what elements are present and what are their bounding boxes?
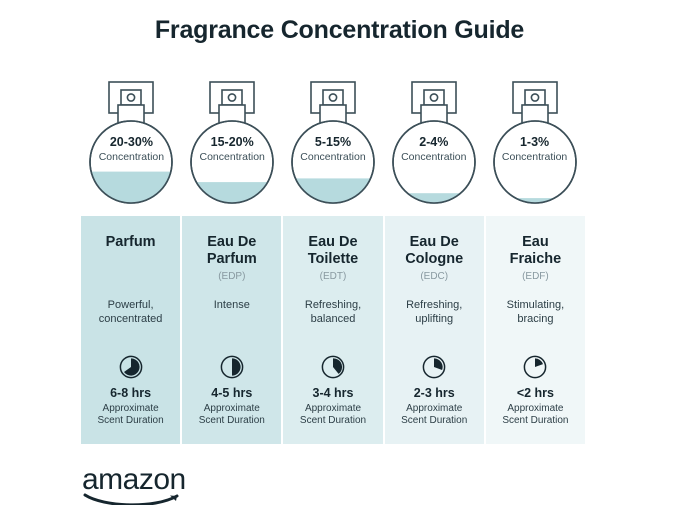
card-title-line1: Eau De bbox=[308, 234, 358, 250]
card-description: Stimulating, bracing bbox=[486, 298, 585, 326]
card-duration-hours: 2-3 hrs bbox=[413, 386, 455, 400]
concentration-percent: 15-20% bbox=[210, 135, 254, 149]
clock-icon bbox=[524, 355, 547, 379]
card-description-line1: Powerful, bbox=[107, 299, 154, 311]
card-duration-label-2: Scent Duration bbox=[401, 415, 468, 426]
card-description-line1: Intense bbox=[213, 299, 250, 311]
card-title-line2: Parfum bbox=[206, 251, 257, 267]
amazon-smile-arrow bbox=[83, 493, 179, 505]
card-description-line1: Refreshing, bbox=[406, 299, 463, 311]
amazon-smile-logo: amazon bbox=[82, 463, 186, 505]
perfume-bottle-icon bbox=[89, 81, 174, 204]
fragrance-card-eau-de-parfum[interactable]: Eau De Parfum (EDP) Intense 4-5 hrs Appr… bbox=[182, 216, 282, 444]
card-description-line1: Refreshing, bbox=[304, 299, 362, 311]
card-duration-hours: 3-4 hrs bbox=[312, 386, 354, 400]
card-duration-hours: 6-8 hrs bbox=[110, 386, 152, 400]
card-duration-label-1: Approximate bbox=[507, 403, 564, 414]
concentration-label: Concentration bbox=[501, 151, 568, 163]
card-abbreviation: (EDC) bbox=[420, 271, 449, 282]
clock-icon bbox=[321, 355, 345, 379]
concentration-percent: 5-15% bbox=[314, 135, 352, 149]
card-duration-hours: 4-5 hrs bbox=[211, 386, 253, 400]
amazon-wordmark: amazon bbox=[82, 463, 186, 496]
card-description: Intense bbox=[182, 298, 281, 312]
card-description: Refreshing, balanced bbox=[283, 298, 382, 326]
fragrance-card-eau-de-cologne[interactable]: Eau De Cologne (EDC) Refreshing, uplifti… bbox=[384, 216, 484, 444]
card-title: Eau De Cologne bbox=[385, 234, 484, 268]
concentration-label: Concentration bbox=[199, 151, 265, 163]
fragrance-card-eau-de-toilette[interactable]: Eau De Toilette (EDT) Refreshing, balanc… bbox=[283, 216, 383, 444]
card-description-line2: bracing bbox=[517, 313, 554, 325]
card-title-line1: Eau De bbox=[409, 234, 459, 250]
card-duration-label-1: Approximate bbox=[406, 403, 463, 414]
concentration-percent: 20-30% bbox=[109, 135, 153, 149]
card-duration-label-2: Scent Duration bbox=[502, 415, 569, 426]
card-duration-label-1: Approximate bbox=[203, 403, 260, 414]
page-title: Fragrance Concentration Guide bbox=[154, 16, 525, 44]
fragrance-card-parfum[interactable]: Parfum Powerful, concentrated 6-8 hrs Ap… bbox=[81, 216, 181, 444]
card-description-line2: uplifting bbox=[415, 313, 454, 325]
card-description: Refreshing, uplifting bbox=[385, 298, 484, 326]
concentration-percent: 1-3% bbox=[519, 135, 550, 149]
card-description-line1: Stimulating, bbox=[506, 299, 565, 311]
card-title-line2: Toilette bbox=[307, 251, 359, 267]
bottle-row: 20-30% Concentration 15-20% Concentratio bbox=[81, 78, 585, 210]
card-abbreviation: (EDP) bbox=[218, 271, 246, 282]
bottle-cell-parfum: 20-30% Concentration bbox=[81, 78, 182, 210]
card-title: Parfum bbox=[81, 234, 180, 251]
card-abbreviation: (EDF) bbox=[522, 271, 549, 282]
bottle-cell-eau-de-parfum: 15-20% Concentration bbox=[182, 78, 283, 210]
clock-icon bbox=[422, 355, 446, 379]
amazon-smile-arrow-head bbox=[170, 495, 177, 501]
fragrance-card-eau-fraiche[interactable]: Eau Fraiche (EDF) Stimulating, bracing <… bbox=[485, 216, 586, 444]
card-duration-label-1: Approximate bbox=[304, 403, 362, 414]
concentration-label: Concentration bbox=[401, 151, 467, 163]
bottle-cell-eau-de-toilette: 5-15% Concentration bbox=[283, 78, 384, 210]
perfume-bottle-icon bbox=[391, 81, 476, 204]
card-title: Eau De Toilette bbox=[283, 234, 382, 268]
concentration-percent: 2-4% bbox=[419, 135, 449, 149]
card-abbreviation bbox=[81, 254, 180, 266]
perfume-bottle-icon bbox=[291, 81, 375, 204]
card-duration-label-2: Scent Duration bbox=[299, 415, 367, 426]
card-description-line2: balanced bbox=[310, 313, 356, 325]
card-title-line2: Fraiche bbox=[509, 251, 562, 267]
perfume-bottle-icon bbox=[190, 81, 274, 204]
card-duration-label-2: Scent Duration bbox=[97, 415, 164, 426]
card-abbreviation: (EDT) bbox=[319, 271, 347, 282]
card-duration-label-1: Approximate bbox=[102, 403, 159, 414]
card-description-line2: concentrated bbox=[98, 313, 163, 325]
bottle-cell-eau-de-cologne: 2-4% Concentration bbox=[383, 78, 484, 210]
card-description: Powerful, concentrated bbox=[81, 298, 180, 326]
card-title-line2: Cologne bbox=[405, 251, 464, 267]
card-duration-hours: <2 hrs bbox=[516, 386, 554, 400]
perfume-bottle-icon bbox=[492, 81, 577, 204]
clock-icon bbox=[220, 355, 244, 379]
card-title-line1: Eau De bbox=[207, 234, 257, 250]
card-title-line1: Parfum bbox=[105, 234, 156, 250]
card-title-line1: Eau bbox=[522, 234, 549, 250]
card-title: Eau De Parfum bbox=[182, 234, 281, 268]
clock-icon bbox=[119, 355, 142, 379]
card-title: Eau Fraiche bbox=[486, 234, 585, 268]
bottle-cell-eau-fraiche: 1-3% Concentration bbox=[484, 78, 585, 210]
card-duration-label-2: Scent Duration bbox=[198, 415, 265, 426]
fragrance-cards-row: Parfum Powerful, concentrated 6-8 hrs Ap… bbox=[81, 216, 586, 444]
concentration-label: Concentration bbox=[98, 151, 165, 163]
concentration-label: Concentration bbox=[300, 151, 366, 163]
